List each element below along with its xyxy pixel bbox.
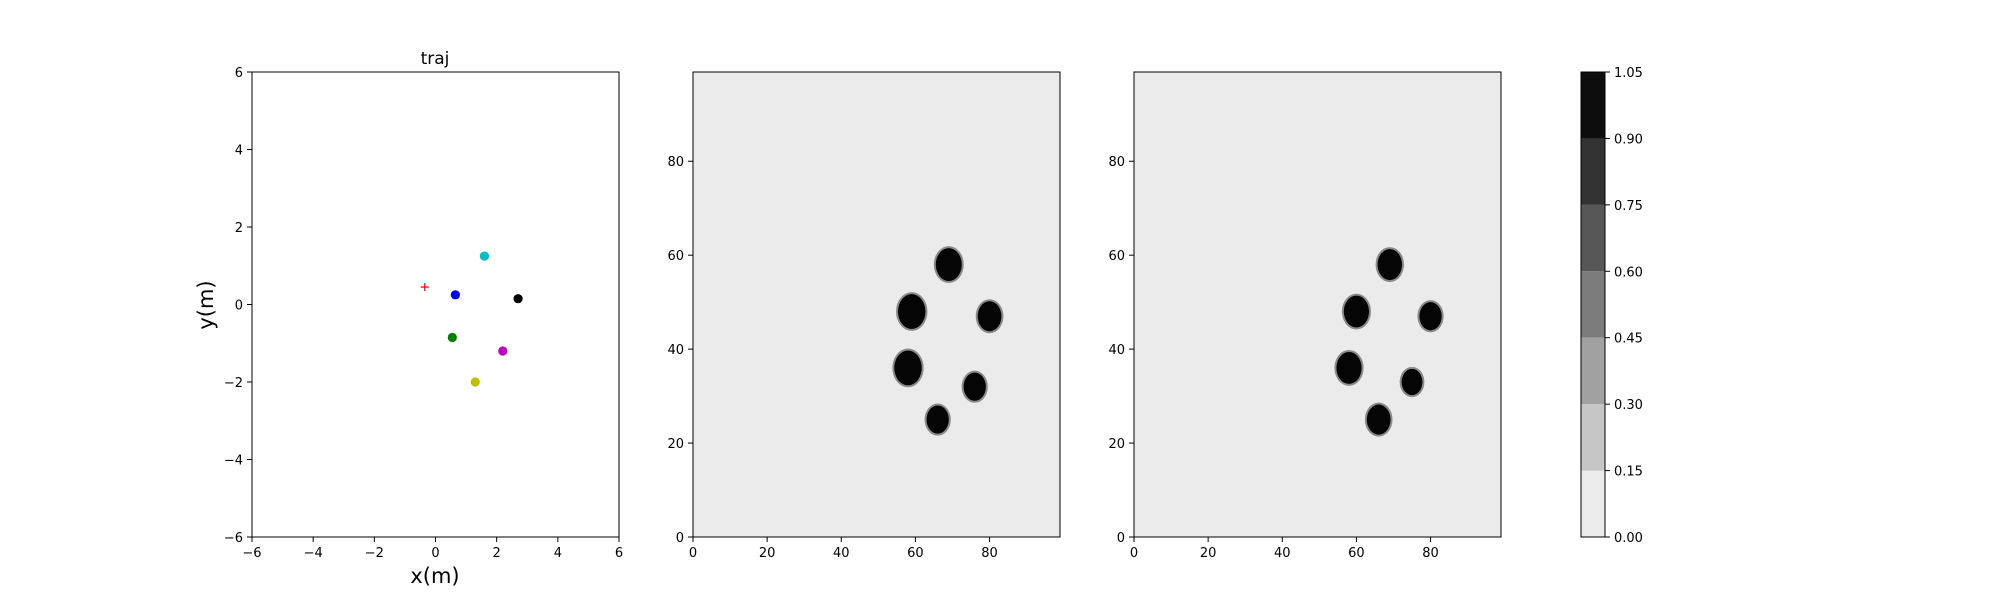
heatmap-1-y-tick-label: 40 (667, 343, 684, 358)
heatmap-1-x-tick-label: 20 (759, 546, 776, 561)
agent-point (470, 377, 480, 387)
heatmap-1-blobs (892, 246, 1004, 436)
colorbar-bands (1581, 72, 1605, 537)
traj-y-label: y(m) (194, 280, 218, 329)
colorbar-band (1581, 204, 1605, 272)
heatmap-1-blob (977, 301, 1002, 332)
heatmap-1-y-tick-label: 80 (667, 155, 684, 170)
heatmap-2-x-tick-label: 80 (1422, 546, 1439, 561)
heatmap-1-blob (963, 372, 986, 401)
heatmap-1-y-tick-label: 20 (667, 437, 684, 452)
colorbar-band (1581, 470, 1605, 537)
colorbar-band (1581, 138, 1605, 205)
traj-axis-ticks: −6 −4 −2 0 2 4 6 −6 −4 −2 0 2 4 6 (224, 66, 623, 561)
heatmap-1-x-tick-label: 40 (833, 546, 850, 561)
traj-markers (420, 251, 523, 387)
colorbar-tick-label: 0.45 (1614, 332, 1643, 347)
heatmap-2-y-tick-label: 60 (1108, 249, 1125, 264)
colorbar-tick-label: 0.15 (1614, 465, 1643, 480)
heatmap-1-axis-ticks: 0 20 40 60 80 0 20 40 60 80 (667, 155, 997, 561)
heatmap-2-blob (1343, 295, 1370, 328)
traj-y-tick-label: 4 (235, 144, 243, 159)
heatmap-1-background (693, 72, 1060, 537)
traj-y-tick-label: 2 (235, 221, 243, 236)
colorbar-band (1581, 404, 1605, 471)
traj-x-tick-label: 6 (615, 546, 623, 561)
colorbar-tick-label: 0.90 (1614, 132, 1643, 147)
heatmap-2-frame (1133, 71, 1502, 538)
agent-point (447, 332, 457, 343)
traj-y-tick-label: −6 (224, 531, 243, 546)
heatmap-2-x-tick-label: 60 (1348, 546, 1365, 561)
colorbar-tick-label: 0.75 (1614, 199, 1643, 214)
traj-y-tick-label: 0 (235, 299, 243, 314)
heatmap-1-blob (894, 350, 922, 386)
traj-plot-area (251, 71, 620, 538)
agent-point (513, 294, 523, 304)
agent-point (479, 251, 490, 261)
heatmap-2-axis-ticks: 0 20 40 60 80 0 20 40 60 80 (1108, 155, 1438, 561)
traj-panel: traj −6 −4 −2 0 2 4 6 −6 −4 −2 0 2 4 6 x(m) y(m) (194, 49, 623, 588)
heatmap-2-blob (1366, 404, 1391, 435)
heatmap-2-x-tick-label: 0 (1130, 546, 1138, 561)
traj-x-tick-label: −4 (304, 546, 323, 561)
colorbar: 0.00 0.15 0.30 0.45 0.60 0.75 0.90 1.05 (1580, 66, 1643, 546)
traj-y-tick-label: −4 (224, 454, 243, 469)
traj-title: traj (421, 49, 450, 69)
heatmap-1-x-tick-label: 80 (981, 546, 998, 561)
heatmap-panel-2: 0 20 40 60 80 0 20 40 60 80 (1108, 71, 1502, 561)
traj-x-tick-label: 4 (554, 546, 562, 561)
heatmap-1-y-tick-label: 60 (667, 249, 684, 264)
heatmap-2-blob (1336, 351, 1362, 384)
colorbar-band (1581, 337, 1605, 405)
heatmap-2-y-tick-label: 80 (1108, 155, 1125, 170)
traj-x-tick-label: 2 (493, 546, 501, 561)
colorbar-ticks: 0.00 0.15 0.30 0.45 0.60 0.75 0.90 1.05 (1605, 66, 1643, 546)
traj-x-label: x(m) (410, 564, 459, 588)
heatmap-2-x-tick-label: 40 (1274, 546, 1291, 561)
heatmap-1-blob (926, 405, 949, 434)
traj-x-tick-label: −6 (242, 546, 261, 561)
heatmap-1-frame (692, 71, 1061, 538)
traj-y-tick-label: 6 (235, 66, 243, 81)
agent-point (450, 290, 460, 300)
heatmap-2-y-tick-label: 20 (1108, 437, 1125, 452)
heatmap-2-background (1134, 72, 1501, 537)
agent-point (498, 346, 508, 356)
heatmap-2-y-tick-label: 40 (1108, 343, 1125, 358)
traj-x-tick-label: −2 (365, 546, 384, 561)
heatmap-2-blob (1419, 302, 1442, 331)
traj-x-tick-label: 0 (431, 546, 439, 561)
colorbar-tick-label: 0.60 (1614, 265, 1643, 280)
start-marker (420, 283, 429, 292)
heatmap-panel-1: 0 20 40 60 80 0 20 40 60 80 (667, 71, 1061, 561)
colorbar-band (1581, 72, 1605, 139)
heatmap-1-y-tick-label: 0 (676, 531, 684, 546)
colorbar-band (1581, 271, 1605, 338)
heatmap-1-blob (935, 248, 962, 282)
heatmap-2-blobs (1334, 247, 1444, 437)
heatmap-1-x-tick-label: 0 (689, 546, 697, 561)
heatmap-1-x-tick-label: 60 (907, 546, 924, 561)
traj-y-tick-label: −2 (224, 376, 243, 391)
heatmap-2-y-tick-label: 0 (1117, 531, 1125, 546)
heatmap-2-blob (1401, 368, 1423, 396)
colorbar-tick-label: 1.05 (1614, 66, 1643, 81)
colorbar-frame (1580, 71, 1606, 538)
heatmap-2-x-tick-label: 20 (1200, 546, 1217, 561)
colorbar-tick-label: 0.00 (1614, 531, 1643, 546)
heatmap-2-blob (1377, 249, 1403, 281)
heatmap-1-blob (898, 294, 926, 329)
colorbar-tick-label: 0.30 (1614, 398, 1643, 413)
